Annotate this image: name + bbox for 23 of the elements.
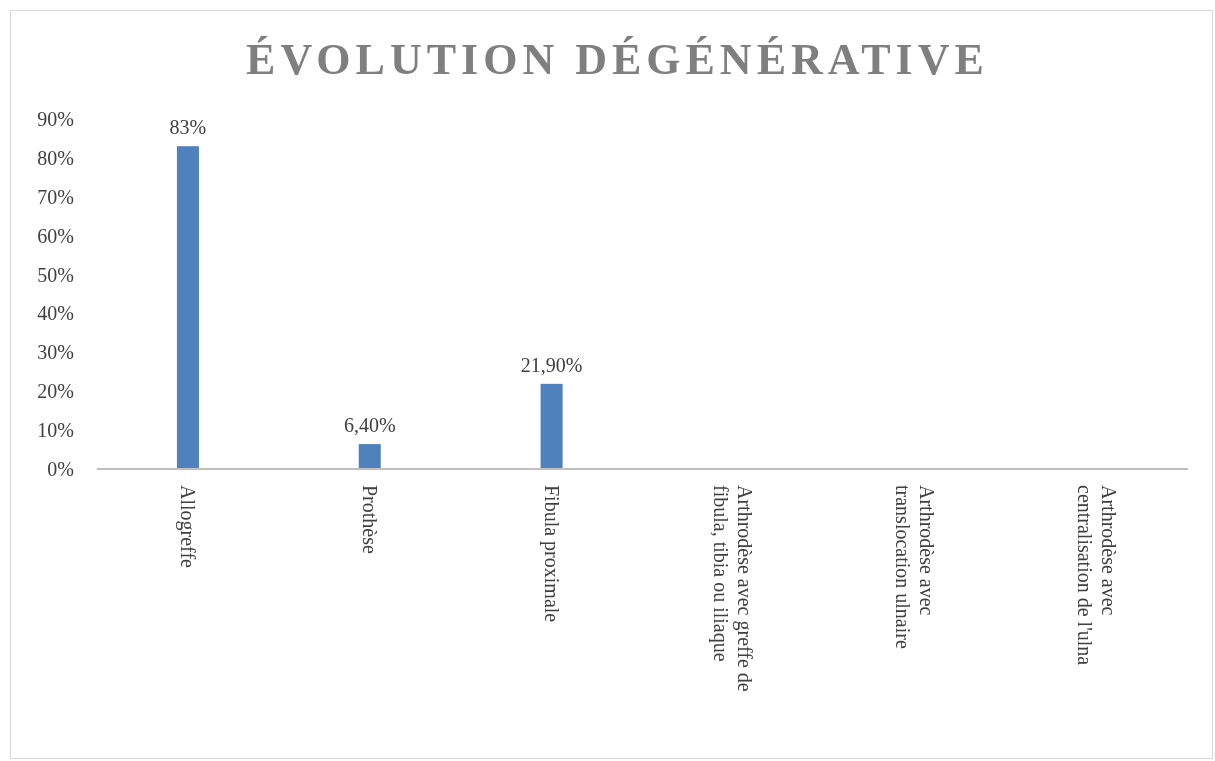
x-tick-label: Arthrodèse avec greffe de fibula, tibia ou iliaque xyxy=(709,485,757,692)
x-tick-label: Prothèse xyxy=(358,485,381,554)
data-label: 83% xyxy=(169,116,207,139)
y-tick-label: 90% xyxy=(37,108,74,130)
bar xyxy=(540,383,563,469)
chart-title: ÉVOLUTION DÉGÉNÉRATIVE xyxy=(246,35,989,84)
bar xyxy=(358,444,381,469)
y-tick-label: 20% xyxy=(37,380,74,403)
y-tick-label: 40% xyxy=(37,302,74,325)
bar xyxy=(176,146,199,469)
y-tick-label: 60% xyxy=(37,224,74,247)
y-tick-label: 10% xyxy=(37,419,74,442)
y-tick-label: 70% xyxy=(37,185,74,208)
y-tick-label: 30% xyxy=(37,341,74,364)
y-tick-label: 50% xyxy=(37,263,74,286)
x-tick-label: Fibula proximale xyxy=(539,485,563,623)
y-tick-label: 80% xyxy=(37,146,74,169)
data-label: 21,90% xyxy=(520,353,583,376)
y-tick-label: 0% xyxy=(47,458,74,480)
data-label: 6,40% xyxy=(343,414,396,437)
x-tick-label: Allogreffe xyxy=(175,485,199,569)
x-tick-label: Arthrodèse avec centralisation de l'ulna xyxy=(1074,485,1121,666)
x-tick-label: Arthrodèse avec translocation ulnaire xyxy=(892,485,939,649)
